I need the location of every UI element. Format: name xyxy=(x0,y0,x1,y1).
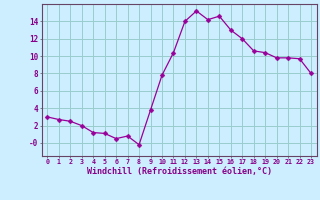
X-axis label: Windchill (Refroidissement éolien,°C): Windchill (Refroidissement éolien,°C) xyxy=(87,167,272,176)
